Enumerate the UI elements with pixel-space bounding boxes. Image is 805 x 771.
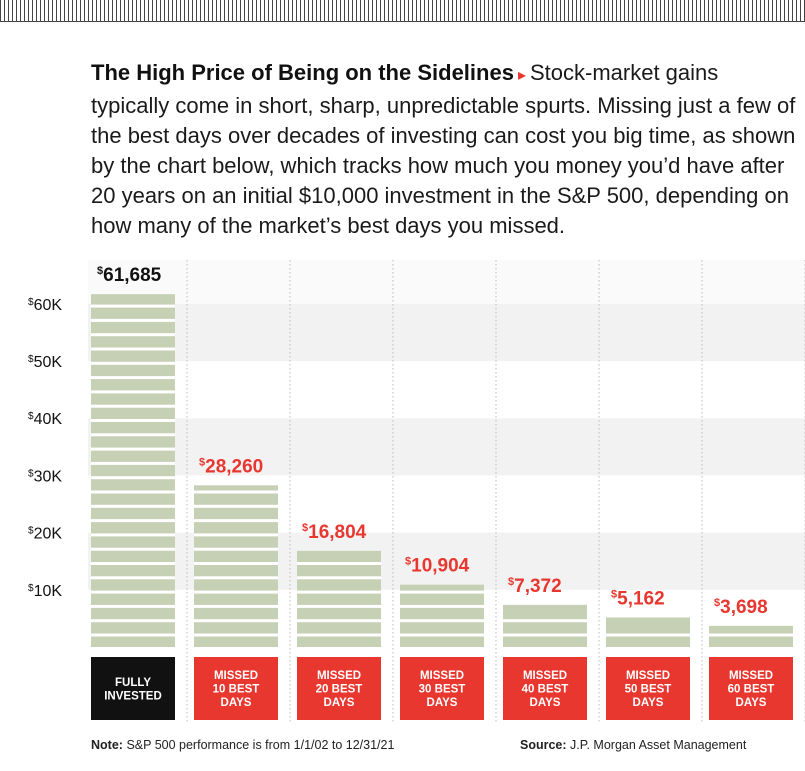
- bar: [194, 485, 278, 647]
- value-label: $61,685: [97, 265, 162, 286]
- category-label: MISSED 60 BEST DAYS: [728, 670, 775, 709]
- arrow-icon: ▸: [517, 67, 526, 84]
- note-text: S&P 500 performance is from 1/1/02 to 12…: [126, 738, 395, 752]
- category-label: MISSED 10 BEST DAYS: [213, 670, 260, 709]
- bar: [400, 584, 484, 647]
- category-box: [91, 657, 175, 720]
- value-label: $3,698: [714, 597, 768, 618]
- category-box: [400, 657, 484, 720]
- bar: [606, 617, 690, 647]
- source-label: Source:: [520, 738, 567, 752]
- category-label: MISSED 50 BEST DAYS: [625, 670, 672, 709]
- bar: [709, 625, 793, 647]
- footnote: Note: S&P 500 performance is from 1/1/02…: [91, 738, 394, 752]
- y-tick-label: $60K: [28, 297, 62, 314]
- bar-chart: $10K $20K $30K $40K $50K $60K $61,685 FULLY INVE…: [28, 260, 805, 722]
- bar: [297, 550, 381, 647]
- category-label: FULLY INVESTED: [104, 677, 162, 703]
- source-line: Source: J.P. Morgan Asset Management: [520, 738, 746, 752]
- y-tick-label: $10K: [28, 583, 62, 600]
- y-tick-label: $40K: [28, 411, 62, 428]
- bar: [503, 604, 587, 647]
- category-box: [503, 657, 587, 720]
- value-label: $5,162: [611, 588, 665, 609]
- intro-body: Stock-market gains typically come in sho…: [91, 60, 796, 238]
- category-label: MISSED 40 BEST DAYS: [522, 670, 569, 709]
- grid-band: [88, 303, 805, 361]
- category-label: MISSED 20 BEST DAYS: [316, 670, 363, 709]
- source-text: J.P. Morgan Asset Management: [570, 738, 747, 752]
- category-box: [606, 657, 690, 720]
- value-label: $16,804: [302, 522, 367, 543]
- y-tick-label: $20K: [28, 526, 62, 543]
- category-label: MISSED 30 BEST DAYS: [419, 670, 466, 709]
- value-label: $7,372: [508, 576, 562, 597]
- bar: [91, 294, 175, 647]
- grid-band: [88, 418, 805, 476]
- top-rule: [0, 21, 805, 22]
- y-tick-label: $50K: [28, 354, 62, 371]
- chart-headline: The High Price of Being on the Sidelines: [91, 60, 514, 85]
- top-pattern-bar: [0, 0, 805, 22]
- value-label: $28,260: [199, 456, 263, 477]
- intro-text: The High Price of Being on the Sidelines…: [91, 58, 796, 241]
- category-box: [194, 657, 278, 720]
- grid-band: [88, 260, 805, 304]
- category-box: [297, 657, 381, 720]
- y-tick-label: $30K: [28, 468, 62, 485]
- value-label: $10,904: [405, 556, 470, 577]
- category-box: [709, 657, 793, 720]
- note-label: Note:: [91, 738, 123, 752]
